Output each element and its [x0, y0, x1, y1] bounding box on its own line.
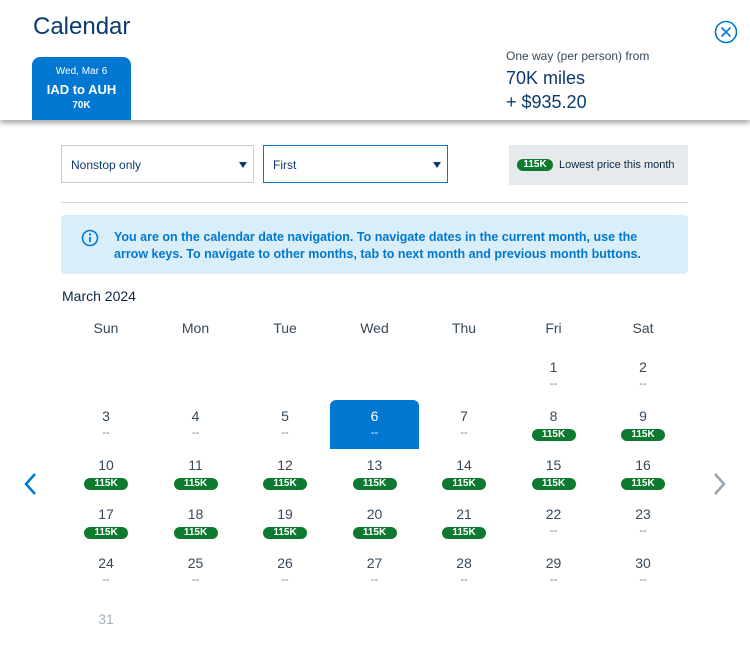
price-badge: 115K [173, 527, 218, 539]
selected-day[interactable] [330, 400, 419, 449]
day-number[interactable]: 9 [639, 408, 647, 424]
legend-label: Lowest price this month [559, 159, 675, 171]
price-badge: 115K [84, 527, 128, 539]
day-number[interactable]: 1 [549, 359, 558, 375]
day-number[interactable]: 26 [277, 555, 293, 571]
weekday: Mon [181, 320, 210, 336]
weekday: Tue [273, 320, 297, 336]
day-number[interactable]: 23 [635, 506, 651, 522]
price-badge: 115K [442, 527, 486, 539]
weekday: Thu [451, 320, 477, 336]
info-banner: You are on the calendar date navigation.… [61, 215, 688, 274]
day-number[interactable]: 18 [187, 506, 204, 522]
cabin-value: First [273, 158, 297, 172]
price-badge: 115K [352, 478, 397, 490]
fare-cash: + $935.20 [506, 92, 587, 112]
day-number[interactable]: 22 [545, 506, 562, 522]
day-number[interactable]: 14 [456, 457, 472, 473]
price: -- [102, 427, 110, 439]
price: -- [639, 525, 647, 537]
next-month[interactable] [710, 472, 728, 496]
price-badge: 115K [531, 478, 576, 490]
day-number[interactable]: 12 [277, 457, 293, 473]
day-number[interactable]: 16 [635, 457, 651, 473]
day-number[interactable]: 4 [191, 408, 200, 424]
fare-miles: 70K miles [506, 68, 586, 88]
price: -- [639, 574, 647, 586]
price-badge: 115K [442, 478, 486, 490]
price: -- [370, 574, 379, 586]
dropdown-arrow [239, 162, 247, 168]
day-number[interactable]: 3 [102, 408, 110, 424]
price: -- [549, 378, 558, 390]
day-number: 31 [98, 611, 114, 627]
price-badge: 115K [263, 527, 307, 539]
legend: 115K Lowest price this month [509, 145, 688, 185]
weekday: Sun [93, 320, 119, 336]
price-badge: 115K [621, 429, 665, 441]
day-number[interactable]: 27 [366, 555, 383, 571]
header: Calendar Wed, Mar 6 IAD to AUH 70K One w… [0, 0, 750, 120]
prev-month[interactable] [22, 472, 40, 496]
price: -- [102, 574, 110, 586]
day-number[interactable]: 28 [456, 555, 472, 571]
day-number[interactable]: 29 [545, 555, 562, 571]
price: -- [370, 427, 379, 439]
weekday: Wed [360, 320, 389, 336]
day-number[interactable]: 20 [366, 506, 383, 522]
dropdown-arrow [433, 162, 441, 168]
flight-date: Wed, Mar 6 [55, 66, 108, 77]
price-badge: 115K [352, 527, 397, 539]
day-number[interactable]: 6 [370, 408, 379, 424]
flight-price: 70K [72, 100, 91, 111]
day-number[interactable]: 8 [549, 408, 558, 424]
price: -- [460, 574, 468, 586]
day-number[interactable]: 7 [460, 408, 468, 424]
divider [61, 202, 688, 203]
day-number[interactable]: 5 [281, 408, 289, 424]
price: -- [191, 574, 200, 586]
day-number[interactable]: 10 [98, 457, 114, 473]
day-number[interactable]: 2 [639, 359, 647, 375]
price: -- [549, 574, 558, 586]
info-text: You are on the calendar date navigation.… [114, 230, 641, 261]
price-badge: 115K [621, 478, 665, 490]
info-icon [81, 229, 99, 247]
weekday: Fri [545, 320, 562, 336]
price-badge: 115K [84, 478, 128, 490]
day-number[interactable]: 13 [366, 457, 383, 473]
close-button[interactable] [714, 20, 738, 44]
flight-route: IAD to AUH [46, 82, 117, 97]
day-number[interactable]: 25 [187, 555, 204, 571]
day-number[interactable]: 15 [545, 457, 562, 473]
stops-value: Nonstop only [71, 158, 142, 172]
price: -- [281, 574, 289, 586]
day-number[interactable]: 21 [456, 506, 472, 522]
price: -- [281, 427, 289, 439]
stops-select[interactable]: Nonstop only [61, 145, 254, 183]
price: -- [191, 427, 200, 439]
day-number[interactable]: 24 [98, 555, 114, 571]
price-badge: 115K [173, 478, 218, 490]
day-number[interactable]: 11 [188, 457, 203, 473]
flight-tab[interactable]: Wed, Mar 6 IAD to AUH 70K [32, 57, 131, 120]
price: -- [639, 378, 647, 390]
day-number[interactable]: 30 [635, 555, 651, 571]
fare-label: One way (per person) from [506, 49, 650, 63]
weekday: Sat [632, 320, 654, 336]
month-label: March 2024 [62, 288, 136, 304]
title: Calendar [33, 13, 131, 40]
price-badge: 115K [531, 429, 576, 441]
day-number[interactable]: 17 [98, 506, 114, 522]
day-number[interactable]: 19 [277, 506, 293, 522]
price: -- [460, 427, 468, 439]
legend-badge: 115K [517, 159, 553, 171]
price-badge: 115K [263, 478, 307, 490]
cabin-select[interactable]: First [263, 145, 448, 183]
price: -- [549, 525, 558, 537]
